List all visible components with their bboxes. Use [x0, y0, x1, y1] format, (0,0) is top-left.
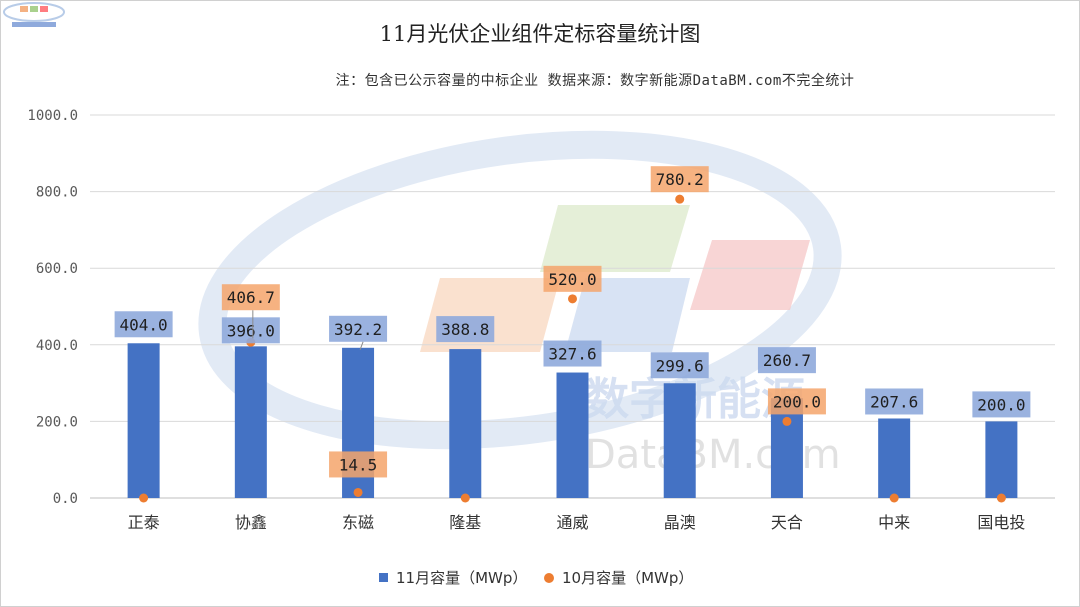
x-tick-label: 隆基: [449, 513, 481, 532]
legend-swatch-oct: [544, 573, 554, 583]
x-tick-label: 晶澳: [664, 513, 696, 532]
bar-value-label-box: [221, 317, 280, 344]
bar-value-label-box: [865, 388, 924, 415]
bar: [449, 349, 482, 498]
y-tick-label: 0.0: [53, 491, 78, 507]
x-axis: 正泰 协鑫 东磁 隆基 通威 晶澳 天合 中来 国电投: [128, 513, 1026, 532]
dot-value-label: 14.5: [329, 451, 388, 478]
dot-value-label-box: [329, 451, 388, 478]
bar-value-label: 207.6: [865, 388, 924, 415]
bar-value-label: 327.6: [543, 340, 602, 367]
dot: [460, 493, 470, 503]
y-tick-label: 600.0: [36, 261, 78, 277]
bar-value-label-box: [329, 315, 388, 342]
dot-value-label: 200.0: [767, 388, 826, 415]
x-tick-label: 东磁: [342, 513, 374, 532]
bar: [234, 346, 267, 498]
bar-value-label: 396.0: [221, 317, 280, 344]
chart-title: 11月光伏企业组件定标容量统计图: [379, 22, 701, 46]
bar-value-label-box: [114, 311, 173, 338]
bar-value-label-text: 392.2: [334, 320, 382, 339]
dot-value-label: 520.0: [543, 265, 602, 292]
bar-value-label-text: 388.8: [441, 320, 489, 339]
legend-label-nov: 11月容量（MWp）: [396, 569, 527, 587]
dot: [889, 493, 899, 503]
dot: [139, 493, 149, 503]
dot: [675, 194, 685, 204]
dot-series: [139, 194, 1006, 503]
watermark: 数字新能源 DataBM.com: [198, 130, 842, 478]
bar: [127, 343, 160, 498]
bar-value-label: 200.0: [972, 391, 1031, 418]
x-tick-label: 通威: [556, 513, 588, 532]
dot: [353, 487, 363, 497]
x-tick-label: 协鑫: [235, 513, 267, 532]
leader-line: [359, 341, 364, 350]
dot: [996, 493, 1006, 503]
bar-value-label: 260.7: [757, 347, 816, 374]
bar: [556, 372, 589, 498]
bar-value-label: 299.6: [650, 352, 709, 379]
dot-value-label-box: [221, 284, 280, 311]
legend-label-oct: 10月容量（MWp）: [562, 569, 693, 587]
bar-value-label-text: 207.6: [870, 392, 918, 411]
bar-value-label-text: 396.0: [227, 321, 275, 340]
bar: [985, 421, 1018, 498]
bar-value-label-box: [972, 391, 1031, 418]
bar-value-label-text: 260.7: [763, 351, 811, 370]
dot-value-label-text: 520.0: [548, 270, 596, 289]
bar-value-label: 404.0: [114, 311, 173, 338]
bar-value-label: 392.2: [329, 315, 388, 342]
bar-value-label-text: 404.0: [120, 315, 168, 334]
dot-value-label-box: [650, 166, 709, 193]
dot-value-label-text: 406.7: [227, 288, 275, 307]
legend: 11月容量（MWp） 10月容量（MWp）: [379, 569, 693, 587]
dot-value-label-box: [543, 265, 602, 292]
bar-value-label-box: [757, 347, 816, 374]
bar-value-label-text: 299.6: [656, 356, 704, 375]
bar: [663, 383, 696, 498]
dot-value-label-text: 14.5: [339, 455, 378, 474]
legend-swatch-nov: [379, 573, 388, 582]
logo-badge: [3, 2, 65, 27]
dot-value-label: 406.7: [221, 284, 280, 311]
dot-value-label-text: 780.2: [656, 170, 704, 189]
bar: [770, 398, 803, 498]
dot-value-label: 780.2: [650, 166, 709, 193]
data-labels: 404.0 396.0 392.2 388.8 327.6 299.6 260.7 207.6…: [114, 166, 1031, 478]
bar-value-label-box: [436, 316, 495, 343]
y-tick-label: 400.0: [36, 338, 78, 354]
dot: [568, 294, 577, 304]
bar-value-label-text: 327.6: [548, 345, 596, 364]
bar-value-label-box: [543, 340, 602, 367]
y-axis: 0.0 200.0 400.0 600.0 800.0 1000.0: [27, 108, 78, 507]
dot-value-label-text: 200.0: [773, 392, 821, 411]
y-tick-label: 200.0: [36, 414, 78, 430]
x-tick-label: 国电投: [977, 513, 1025, 532]
bar-value-label-text: 200.0: [977, 395, 1025, 414]
dot-value-label-box: [767, 388, 826, 415]
x-tick-label: 中来: [878, 513, 910, 532]
bar-value-label: 388.8: [436, 316, 495, 343]
bar-value-label-box: [650, 352, 709, 379]
y-tick-label: 800.0: [36, 185, 78, 201]
bar: [878, 418, 911, 498]
chart-subtitle: 注：包含已公示容量的中标企业 数据来源：数字新能源DataBM.com不完全统计: [335, 73, 855, 89]
dot: [782, 416, 792, 426]
x-tick-label: 天合: [771, 513, 803, 532]
y-tick-label: 1000.0: [27, 108, 78, 124]
x-tick-label: 正泰: [128, 513, 160, 532]
